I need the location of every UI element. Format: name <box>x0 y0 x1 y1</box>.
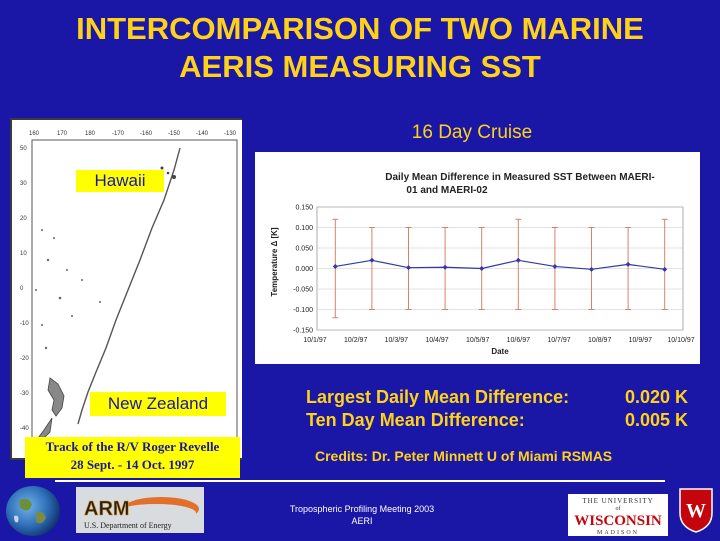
largest-daily-row: Largest Daily Mean Difference: 0.020 K <box>306 386 688 409</box>
new-zealand-outline <box>37 377 65 441</box>
map-longitude-tick: -150 <box>168 131 181 137</box>
map-longitude-tick: -170 <box>112 131 125 137</box>
uw-city-text: MADISON <box>597 530 639 536</box>
map-longitude-tick: -140 <box>196 131 209 137</box>
chart-svg: Daily Mean Difference in Measured SST Be… <box>270 172 695 356</box>
ten-day-row: Ten Day Mean Difference: 0.005 K <box>306 409 688 432</box>
earth-globe-logo <box>6 486 60 536</box>
map-latitude-tick: 30 <box>20 181 27 187</box>
chart-data-point <box>406 265 411 271</box>
cruise-track-map: 160 170 180 -170 -160 -150 -140 -130 50 30 20 10 0 -… <box>12 120 242 458</box>
chart-y-tick-label: -0.150 <box>293 328 313 335</box>
uw-crest-logo: W <box>678 487 714 533</box>
ten-day-label: Ten Day Mean Difference: <box>306 410 525 430</box>
slide-title-line2: AERIS MEASURING SST <box>179 49 541 84</box>
crest-icon: W <box>679 488 713 533</box>
sst-difference-chart: Daily Mean Difference in Measured SST Be… <box>255 152 700 364</box>
chart-data-point <box>515 257 521 263</box>
hawaii-islands <box>160 166 176 179</box>
uw-wordmark-logo: THE UNIVERSITY of WISCONSIN MADISON <box>568 494 668 536</box>
pacific-islands <box>35 229 101 350</box>
chart-y-tick-label: -0.100 <box>293 307 313 314</box>
uw-of-text: of <box>616 505 621 512</box>
chart-y-tick-label: 0.050 <box>295 246 313 253</box>
map-latitude-tick: 20 <box>20 216 27 222</box>
cruise-track-line <box>77 147 181 425</box>
chart-x-tick-label: 10/2/97 <box>344 337 367 344</box>
track-caption-line1: Track of the R/V Roger Revelle <box>45 439 220 454</box>
chart-y-axis-label: Temperature Δ [K] <box>270 227 279 297</box>
chart-y-tick-label: 0.150 <box>295 205 313 212</box>
cruise-duration-label: 16 Day Cruise <box>411 122 533 143</box>
arm-logo-text: ARM <box>84 498 130 520</box>
chart-x-tick-label: 10/5/97 <box>466 337 489 344</box>
chart-x-tick-label: 10/9/97 <box>629 337 652 344</box>
map-latitude-tick: -10 <box>20 321 29 327</box>
chart-data-point <box>332 263 338 269</box>
chart-title-line2: 01 and MAERI-02 <box>406 185 488 196</box>
chart-x-tick-label: 10/4/97 <box>425 337 448 344</box>
map-latitude-tick: -30 <box>20 391 29 397</box>
map-latitude-tick: -40 <box>20 426 29 432</box>
new-zealand-label: New Zealand <box>90 392 226 416</box>
uw-top-text: THE UNIVERSITY <box>582 497 653 505</box>
chart-data-point <box>662 266 668 272</box>
chart-x-tick-label: 10/8/97 <box>588 337 611 344</box>
arm-logo-graphic: ARM U.S. Department of Energy <box>84 497 199 530</box>
largest-daily-value: 0.020 K <box>624 387 688 407</box>
arm-logo-caption: U.S. Department of Energy <box>84 521 172 530</box>
track-caption-line2: 28 Sept. - 14 Oct. 1997 <box>70 457 195 472</box>
chart-x-tick-label: 10/3/97 <box>385 337 408 344</box>
uw-wordmark-graphic: THE UNIVERSITY of WISCONSIN MADISON <box>574 497 662 536</box>
chart-data-point <box>442 264 448 270</box>
map-longitude-tick: 180 <box>85 131 96 137</box>
chart-series-line <box>335 259 665 270</box>
footer-divider <box>55 480 665 482</box>
map-latitude-tick: 0 <box>20 286 24 292</box>
chart-data-point <box>625 261 631 267</box>
footer-line2: AERI <box>351 516 373 526</box>
slide-title-line1: INTERCOMPARISON OF TWO MARINE <box>76 11 644 46</box>
crest-letter: W <box>686 500 706 522</box>
ten-day-value: 0.005 K <box>624 410 688 430</box>
chart-y-tick-label: 0.100 <box>295 225 313 232</box>
chart-y-tick-label: -0.050 <box>293 287 313 294</box>
chart-x-tick-label: 10/1/97 <box>303 337 326 344</box>
map-longitude-tick: -160 <box>140 131 153 137</box>
chart-data-point <box>369 257 375 263</box>
map-latitude-tick: -20 <box>20 356 29 362</box>
track-caption: Track of the R/V Roger Revelle 28 Sept. … <box>25 437 240 478</box>
map-longitude-tick: 160 <box>29 131 40 137</box>
chart-data-point <box>552 263 558 269</box>
chart-x-tick-label: 10/6/97 <box>507 337 530 344</box>
footer-meeting: Tropospheric Profiling Meeting 2003 AERI <box>262 503 462 527</box>
map-latitude-tick: 50 <box>20 146 27 152</box>
chart-data-point <box>479 266 485 271</box>
chart-title-line1: Daily Mean Difference in Measured SST Be… <box>385 172 655 183</box>
globe-icon <box>14 498 46 524</box>
arm-logo: ARM U.S. Department of Energy <box>76 487 204 533</box>
difference-stats: Largest Daily Mean Difference: 0.020 K T… <box>306 386 688 432</box>
chart-x-tick-label: 10/7/97 <box>547 337 570 344</box>
uw-name-text: WISCONSIN <box>574 513 662 529</box>
chart-y-tick-label: 0.000 <box>295 266 313 273</box>
slide-title: INTERCOMPARISON OF TWO MARINE AERIS MEAS… <box>0 10 720 86</box>
map-longitude-tick: 170 <box>57 131 68 137</box>
hawaii-label: Hawaii <box>76 170 164 192</box>
footer-line1: Tropospheric Profiling Meeting 2003 <box>289 504 435 514</box>
chart-data-point <box>589 266 594 272</box>
largest-daily-label: Largest Daily Mean Difference: <box>306 387 570 407</box>
map-latitude-tick: 10 <box>20 251 27 257</box>
credits-text: Credits: Dr. Peter Minnett U of Miami RS… <box>315 448 613 464</box>
chart-x-tick-label: 10/10/97 <box>667 337 694 344</box>
chart-x-axis-label: Date <box>491 347 509 356</box>
map-longitude-tick: -130 <box>224 131 237 137</box>
